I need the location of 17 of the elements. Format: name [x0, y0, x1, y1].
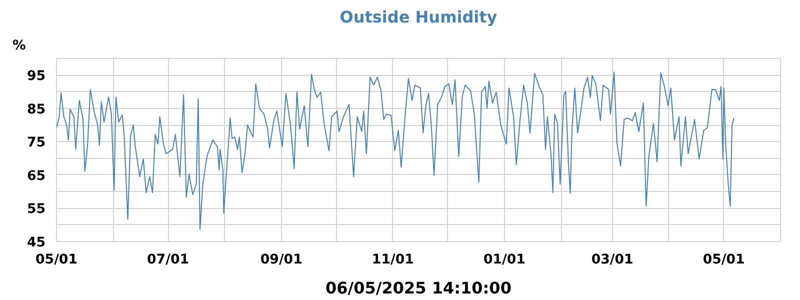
x-tick-label: 01/01: [483, 252, 526, 268]
x-tick-label: 05/01: [36, 252, 78, 268]
x-tick-label: 09/01: [260, 252, 302, 268]
x-tick-label: 03/01: [591, 252, 634, 268]
chart-title: Outside Humidity: [340, 8, 498, 26]
y-tick-label: 55: [26, 202, 46, 218]
x-tick-label: 05/01: [702, 252, 745, 268]
y-tick-label: 65: [26, 168, 46, 184]
line-series: [56, 72, 734, 230]
x-tick-label: 07/01: [147, 252, 190, 268]
y-axis-title: %: [12, 38, 26, 54]
y-tick-label: 95: [26, 69, 46, 84]
y-tick-label: 75: [26, 136, 46, 151]
y-tick-label: 45: [26, 236, 46, 250]
y-tick-label: 85: [26, 102, 46, 118]
x-tick-label: 11/01: [372, 252, 414, 268]
x-axis-title: 06/05/2025 14:10:00: [326, 278, 512, 298]
